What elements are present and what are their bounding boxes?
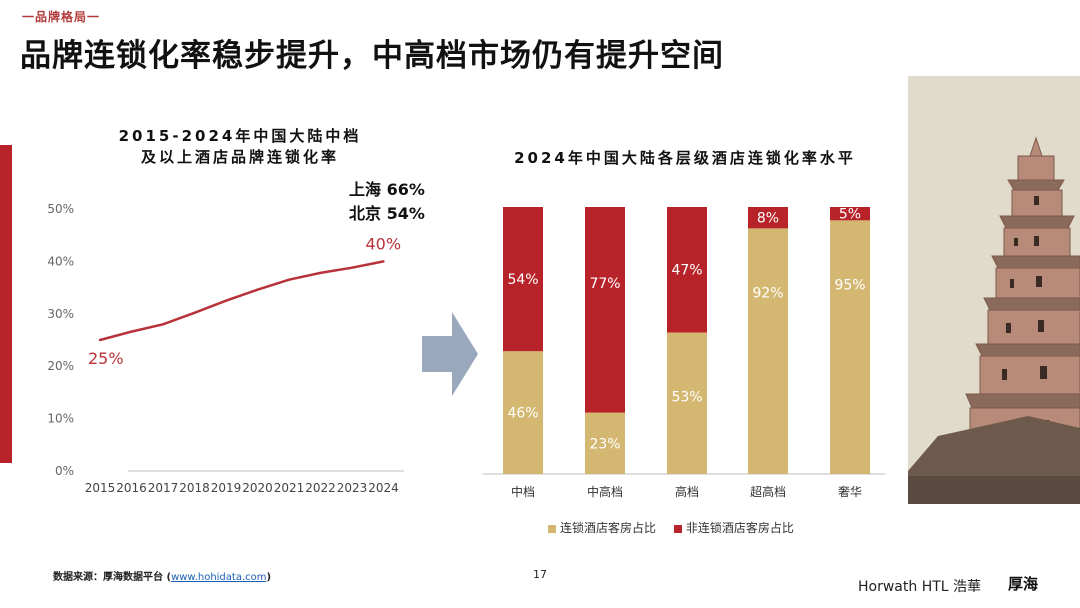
bar-value-label: 92% (752, 285, 783, 301)
line-series-chain-rate (99, 260, 384, 342)
beijing-callout: 北京 54% (349, 204, 425, 223)
shanghai-callout: 上海 66% (349, 180, 425, 199)
bar-category-label: 中档 (511, 484, 535, 499)
line-chart-title-line2: 及以上酒店品牌连锁化率 (140, 148, 339, 166)
bar-segment-chain (667, 332, 707, 474)
page-title: 品牌连锁化率稳步提升，中高档市场仍有提升空间 (20, 38, 724, 74)
page-number: 17 (533, 568, 547, 581)
x-tick-label: 2019 (211, 481, 242, 495)
data-source-link[interactable]: www.hohidata.com (171, 572, 267, 583)
line-chart-title-line1: 2015-2024年中国大陆中档 (118, 127, 362, 145)
bar-chart-title: 2024年中国大陆各层级酒店连锁化率水平 (514, 149, 856, 167)
bar-value-label: 77% (589, 276, 620, 292)
bar-category-label: 超高档 (750, 484, 786, 499)
line-chart-x-axis: 2015 2016 2017 2018 2019 2020 2021 2022 2023 2024 (85, 481, 399, 495)
bar-segment-nonchain (830, 207, 870, 221)
start-value-label: 25% (88, 349, 124, 368)
x-tick-label: 2017 (148, 481, 179, 495)
data-source-close: ) (266, 572, 272, 583)
bar-value-label: 47% (671, 263, 702, 279)
y-tick-label: 0% (55, 464, 74, 478)
line-chart-y-axis: 0% 10% 20% 30% 40% 50% (47, 202, 74, 478)
line-data-point (382, 260, 385, 263)
y-tick-label: 30% (47, 307, 74, 321)
x-tick-label: 2022 (305, 481, 336, 495)
bar-segment-chain (748, 228, 788, 474)
line-data-point (161, 323, 165, 326)
legend-label-chain: 连锁酒店客房占比 (560, 521, 657, 535)
line-data-point (130, 330, 133, 333)
x-tick-label: 2023 (337, 481, 368, 495)
left-accent-bar (0, 145, 12, 463)
line-chart: 0%10%20%30%40%50% 2015 2016 2017 2018 2019 20… (47, 202, 404, 495)
section-tag: 一品牌格局一 (22, 10, 101, 24)
bar-value-label: 53% (671, 389, 702, 405)
legend-swatch-chain (548, 524, 556, 533)
line-data-point (256, 288, 259, 291)
line-data-point (98, 338, 102, 342)
end-value-label: 40% (366, 234, 402, 253)
bar-value-label: 8% (757, 211, 779, 227)
bar-segment-chain (503, 351, 543, 474)
bar-value-label: 46% (507, 406, 538, 422)
y-tick-label: 40% (47, 254, 74, 268)
legend-item-nonchain: 非连锁酒店客房占比 (673, 521, 794, 535)
bar-segment-nonchain (585, 207, 625, 413)
stacked-bar-chart: 46% 54% 23% 77% 53% 47% 92% 8% 95% 5% 中档 中高档 高档 超高档 奢… (483, 207, 885, 499)
bar-chart-legend: 连锁酒店客房占比 非连锁酒店客房占比 (548, 519, 794, 536)
x-tick-label: 2016 (116, 481, 147, 495)
bar-value-label: 54% (507, 272, 538, 288)
data-source-note: 数据来源：厚海数据平台 (www.hohidata.com) (53, 568, 271, 583)
pagoda-photo (908, 76, 1080, 504)
bar-segment-chain (585, 412, 625, 474)
bar-segment-chain (830, 220, 870, 474)
hohidata-logo: 厚海 (1008, 575, 1039, 593)
bar-segment-nonchain (667, 207, 707, 333)
line-data-point (319, 271, 322, 275)
line-chart-title: 2015-2024年中国大陆中档 及以上酒店品牌连锁化率 (80, 126, 400, 168)
bar-segment-nonchain (503, 207, 543, 352)
line-data-point (224, 299, 228, 302)
bar-value-label: 23% (589, 436, 620, 452)
y-tick-label: 50% (47, 202, 74, 216)
x-tick-label: 2024 (368, 481, 399, 495)
x-tick-label: 2018 (179, 481, 210, 495)
y-tick-label: 20% (47, 359, 74, 373)
bar-value-label: 95% (834, 277, 865, 293)
line-data-point (350, 266, 354, 269)
bar-value-label: 5% (839, 207, 861, 223)
legend-label-nonchain: 非连锁酒店客房占比 (685, 521, 794, 535)
x-tick-label: 2015 (85, 481, 116, 495)
legend-item-chain: 连锁酒店客房占比 (548, 521, 656, 535)
data-source-label: 数据来源：厚海数据平台 ( (53, 572, 172, 583)
x-tick-label: 2021 (274, 481, 305, 495)
bar-category-label: 中高档 (587, 484, 623, 499)
x-tick-label: 2020 (242, 481, 273, 495)
line-data-point (287, 278, 291, 281)
legend-swatch-nonchain (673, 524, 682, 533)
y-tick-label: 10% (47, 412, 74, 426)
horwath-htl-logo: Horwath HTL 浩華 (858, 579, 982, 595)
bar-category-label: 高档 (675, 484, 699, 499)
right-arrow-icon (422, 312, 478, 396)
line-data-point (193, 311, 196, 314)
bar-segment-nonchain (748, 207, 788, 229)
bar-category-label: 奢华 (838, 485, 862, 499)
